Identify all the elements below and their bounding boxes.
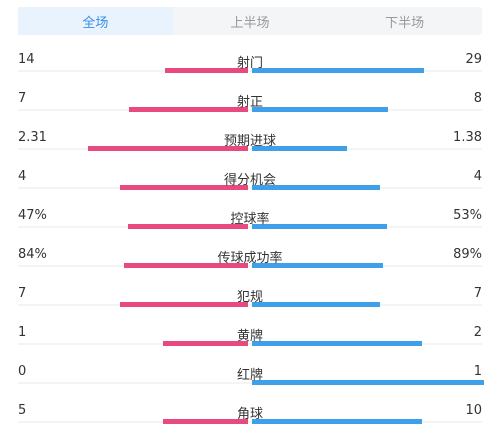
away-value: 53% (453, 208, 482, 223)
stat-row: 14 射门 29 (0, 46, 500, 80)
stat-row: 7 射正 8 (0, 85, 500, 119)
home-value: 84% (18, 247, 47, 262)
stat-row: 4 得分机会 4 (0, 163, 500, 197)
stat-track (18, 226, 482, 228)
stat-label: 黄牌 (236, 329, 263, 344)
stat-track (18, 382, 482, 384)
stat-track (18, 265, 482, 267)
stat-track (18, 109, 482, 111)
period-tabs: 全场 上半场 下半场 (18, 7, 482, 35)
stat-row: 5 角球 10 (0, 397, 500, 431)
stat-track (18, 148, 482, 150)
home-value: 1 (18, 325, 27, 340)
away-bar (252, 302, 380, 307)
away-value: 7 (473, 286, 482, 301)
away-bar (252, 341, 422, 346)
home-value: 4 (18, 169, 27, 184)
tab-second-half[interactable]: 下半场 (385, 15, 425, 31)
home-value: 7 (18, 286, 27, 301)
home-bar (124, 263, 248, 268)
home-bar (120, 185, 248, 190)
stat-track (18, 304, 482, 306)
stat-track (18, 421, 482, 423)
tab-full-match[interactable]: 全场 (18, 7, 173, 35)
home-bar (163, 419, 248, 424)
stat-label: 传球成功率 (217, 251, 283, 266)
stat-row: 7 犯规 7 (0, 280, 500, 314)
stat-label: 角球 (236, 407, 263, 422)
away-value: 89% (453, 247, 482, 262)
home-value: 0 (18, 364, 27, 379)
stat-label: 射门 (236, 56, 263, 71)
stat-track (18, 343, 482, 345)
home-value: 14 (18, 52, 35, 67)
home-value: 2.31 (18, 130, 47, 145)
stat-label: 控球率 (230, 212, 270, 227)
away-value: 10 (465, 403, 482, 418)
stat-row: 0 红牌 1 (0, 358, 500, 392)
stat-track (18, 70, 482, 72)
home-bar (165, 68, 248, 73)
away-bar (252, 380, 484, 385)
away-bar (252, 419, 422, 424)
stat-label: 射正 (236, 95, 263, 110)
home-value: 5 (18, 403, 27, 418)
stat-label: 犯规 (236, 290, 263, 305)
stat-row: 1 黄牌 2 (0, 319, 500, 353)
away-value: 1.38 (453, 130, 482, 145)
home-bar (129, 107, 248, 112)
away-bar (252, 68, 424, 73)
away-bar (252, 263, 383, 268)
stat-row: 47% 控球率 53% (0, 202, 500, 236)
away-value: 1 (473, 364, 482, 379)
home-bar (88, 146, 248, 151)
home-bar (128, 224, 248, 229)
away-value: 8 (473, 91, 482, 106)
away-value: 29 (465, 52, 482, 67)
stat-row: 84% 传球成功率 89% (0, 241, 500, 275)
away-bar (252, 146, 347, 151)
away-bar (252, 224, 387, 229)
home-bar (120, 302, 248, 307)
away-bar (252, 107, 388, 112)
home-bar (163, 341, 248, 346)
away-bar (252, 185, 380, 190)
stat-row: 2.31 预期进球 1.38 (0, 124, 500, 158)
home-value: 47% (18, 208, 47, 223)
home-value: 7 (18, 91, 27, 106)
away-value: 4 (473, 169, 482, 184)
stat-track (18, 187, 482, 189)
away-value: 2 (473, 325, 482, 340)
stat-label: 得分机会 (223, 173, 276, 188)
stat-label: 预期进球 (223, 134, 276, 149)
stat-label: 红牌 (236, 368, 263, 383)
tab-first-half[interactable]: 上半场 (230, 15, 270, 31)
